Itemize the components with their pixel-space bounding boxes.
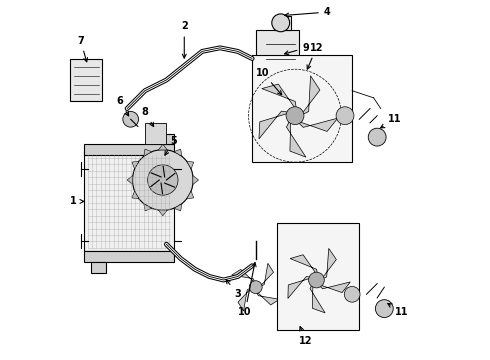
Polygon shape <box>92 262 106 273</box>
Circle shape <box>336 107 354 125</box>
Polygon shape <box>158 144 168 150</box>
Polygon shape <box>256 291 280 305</box>
Polygon shape <box>296 118 338 131</box>
Circle shape <box>272 14 290 32</box>
Text: 6: 6 <box>117 96 128 116</box>
Circle shape <box>368 128 386 146</box>
Text: 3: 3 <box>226 280 241 299</box>
Polygon shape <box>144 149 152 156</box>
Text: 9: 9 <box>285 43 309 55</box>
Circle shape <box>344 287 360 302</box>
Polygon shape <box>145 123 167 144</box>
Circle shape <box>123 111 139 127</box>
Text: 5: 5 <box>165 136 177 155</box>
Text: 11: 11 <box>388 303 409 317</box>
Text: 7: 7 <box>77 36 88 62</box>
Polygon shape <box>259 111 291 139</box>
Polygon shape <box>84 152 173 251</box>
Circle shape <box>286 107 304 125</box>
Polygon shape <box>287 119 306 157</box>
Text: 12: 12 <box>299 327 313 346</box>
Circle shape <box>375 300 393 318</box>
Polygon shape <box>163 134 173 144</box>
Text: 11: 11 <box>381 114 402 128</box>
Circle shape <box>261 67 272 78</box>
Polygon shape <box>187 161 194 169</box>
Polygon shape <box>259 263 273 287</box>
Polygon shape <box>310 283 325 313</box>
Polygon shape <box>238 287 252 311</box>
Text: 2: 2 <box>181 21 188 58</box>
Polygon shape <box>277 223 359 330</box>
Circle shape <box>132 150 193 210</box>
Polygon shape <box>318 282 350 293</box>
Polygon shape <box>132 191 139 199</box>
Polygon shape <box>84 144 173 155</box>
Polygon shape <box>232 269 256 284</box>
Polygon shape <box>174 204 182 211</box>
Text: 4: 4 <box>285 7 331 17</box>
Polygon shape <box>256 30 298 80</box>
Polygon shape <box>127 175 133 185</box>
Polygon shape <box>132 161 139 169</box>
Polygon shape <box>193 175 198 185</box>
Polygon shape <box>158 210 168 216</box>
Polygon shape <box>252 55 352 162</box>
Polygon shape <box>70 59 102 102</box>
Text: 8: 8 <box>142 107 154 127</box>
Circle shape <box>147 165 178 195</box>
Circle shape <box>309 272 324 288</box>
Polygon shape <box>273 16 292 30</box>
Text: 1: 1 <box>70 197 84 206</box>
Polygon shape <box>300 76 320 116</box>
Text: 10: 10 <box>238 262 256 317</box>
Circle shape <box>249 281 262 294</box>
Polygon shape <box>290 255 318 276</box>
Polygon shape <box>288 276 313 298</box>
Polygon shape <box>174 149 182 156</box>
Polygon shape <box>144 204 152 211</box>
Text: 10: 10 <box>256 68 282 95</box>
Text: 12: 12 <box>307 43 323 69</box>
Polygon shape <box>187 191 194 199</box>
Polygon shape <box>262 84 296 111</box>
Polygon shape <box>84 251 173 262</box>
Polygon shape <box>321 248 336 280</box>
